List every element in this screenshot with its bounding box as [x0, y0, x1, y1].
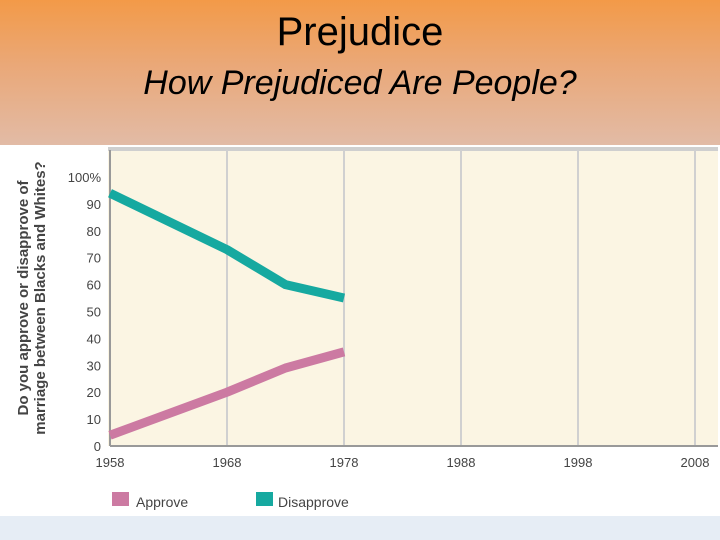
- y-tick-label: 90: [87, 197, 101, 212]
- legend-swatch-approve: [112, 492, 129, 506]
- footer-band: [0, 516, 720, 540]
- y-tick-label: 20: [87, 385, 101, 400]
- y-tick-label: 70: [87, 251, 101, 266]
- x-tick-label: 1958: [96, 455, 125, 470]
- legend: Approve Disapprove: [112, 492, 349, 510]
- y-tick-label: 10: [87, 412, 101, 427]
- x-tick-label: 1988: [447, 455, 476, 470]
- y-tick-label: 40: [87, 331, 101, 346]
- x-ticks: 1958 1968 1978 1988 1998 2008: [96, 455, 710, 470]
- series-line-disapprove: [108, 189, 346, 303]
- y-tick-label: 30: [87, 358, 101, 373]
- legend-label-disapprove: Disapprove: [278, 494, 349, 510]
- y-axis-label-line1: Do you approve or disapprove of: [15, 179, 32, 415]
- y-axis-label: Do you approve or disapprove of marriage…: [15, 161, 49, 434]
- y-axis-label-line2: marriage between Blacks and Whites?: [32, 161, 49, 434]
- y-tick-label: 60: [87, 278, 101, 293]
- y-tick-label: 50: [87, 305, 101, 320]
- slide-subtitle: How Prejudiced Are People?: [143, 64, 577, 102]
- x-tick-label: 1978: [330, 455, 359, 470]
- x-tick-label: 2008: [681, 455, 710, 470]
- y-tick-label: 100%: [68, 170, 102, 185]
- legend-swatch-disapprove: [256, 492, 273, 506]
- y-tick-label: 80: [87, 224, 101, 239]
- plot-top-rule: [108, 147, 718, 151]
- legend-label-approve: Approve: [136, 494, 188, 510]
- x-tick-label: 1998: [564, 455, 593, 470]
- slide-title: Prejudice: [276, 10, 444, 54]
- slide-header: Prejudice How Prejudiced Are People?: [0, 0, 720, 145]
- y-ticks: 0 10 20 30 40 50 60 70 80 90 100%: [68, 170, 102, 454]
- series: [108, 189, 346, 440]
- series-line-approve: [108, 347, 346, 440]
- y-tick-label: 0: [94, 439, 101, 454]
- x-tick-label: 1968: [213, 455, 242, 470]
